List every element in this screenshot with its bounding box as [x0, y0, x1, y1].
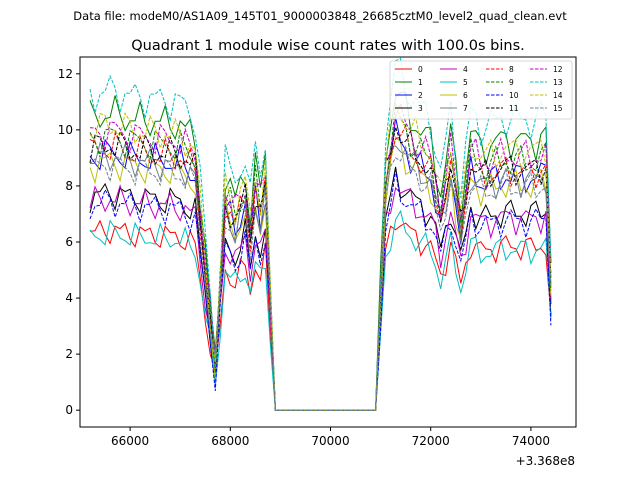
series-line-15: [89, 145, 552, 411]
series-line-2: [89, 117, 552, 411]
x-tick-label: 70000: [311, 434, 349, 448]
legend-label-4: 4: [463, 65, 468, 74]
series-line-4: [89, 184, 552, 411]
legend-label-9: 9: [509, 78, 514, 87]
y-tick-label: 8: [65, 179, 73, 193]
figure-suptitle: Data file: modeM0/AS1A09_145T01_90000038…: [73, 9, 567, 23]
y-tick-label: 4: [65, 291, 73, 305]
series-line-14: [89, 103, 552, 411]
series-line-11: [89, 127, 552, 411]
y-tick-label: 12: [58, 67, 73, 81]
legend-label-1: 1: [418, 78, 423, 87]
legend-label-11: 11: [509, 104, 519, 113]
legend-label-2: 2: [418, 91, 423, 100]
series-line-12: [89, 102, 552, 411]
y-axis: 0 2 4 6 8 10 12: [58, 67, 80, 417]
chart-title: Quadrant 1 module wise count rates with …: [131, 38, 525, 54]
series-line-9: [89, 103, 552, 411]
legend-label-15: 15: [553, 104, 563, 113]
x-tick-label: 68000: [211, 434, 249, 448]
y-tick-label: 10: [58, 123, 73, 137]
y-tick-label: 6: [65, 235, 73, 249]
legend-label-8: 8: [509, 65, 514, 74]
x-axis: 66000 68000 70000 72000 74000: [111, 427, 550, 448]
series-line-8: [89, 124, 552, 411]
x-offset-label: +3.368e8: [516, 454, 575, 468]
legend-label-6: 6: [463, 91, 468, 100]
y-tick-label: 0: [65, 403, 73, 417]
series-line-0: [89, 219, 552, 411]
legend-label-10: 10: [509, 91, 519, 100]
series-line-7: [89, 141, 552, 411]
legend-label-14: 14: [553, 91, 563, 100]
x-tick-label: 74000: [512, 434, 550, 448]
legend-label-13: 13: [553, 78, 563, 87]
series-line-1: [89, 91, 552, 411]
series-line-5: [89, 209, 552, 411]
series-line-10: [89, 170, 552, 411]
x-tick-label: 66000: [111, 434, 149, 448]
legend-box: [389, 60, 573, 120]
plot-lines: [89, 57, 552, 411]
legend-label-3: 3: [418, 104, 423, 113]
x-tick-label: 72000: [412, 434, 450, 448]
legend-label-5: 5: [463, 78, 468, 87]
legend-label-0: 0: [418, 65, 423, 74]
legend-label-7: 7: [463, 104, 468, 113]
y-tick-label: 2: [65, 347, 73, 361]
legend-label-12: 12: [553, 65, 563, 74]
